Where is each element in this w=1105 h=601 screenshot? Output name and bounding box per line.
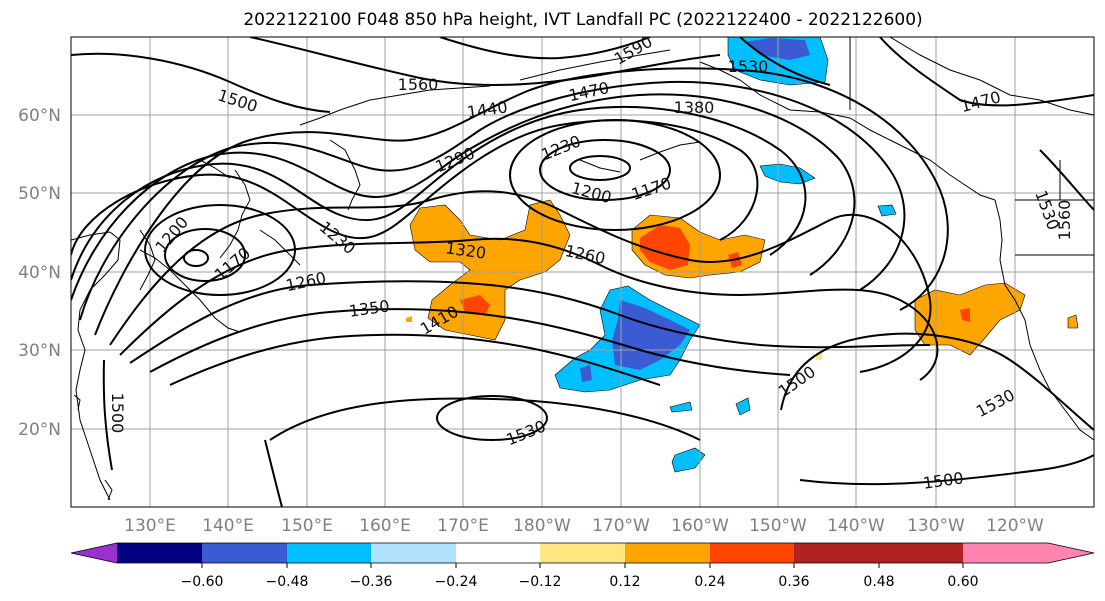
contour-label: 1380 — [674, 98, 715, 117]
lat-tick-label: 40°N — [18, 263, 61, 283]
colorbar-bin — [456, 543, 540, 563]
colorbar-tick-label: 0.60 — [947, 574, 978, 590]
colorbar-bin — [287, 543, 371, 563]
contour-label: 1560 — [1055, 200, 1074, 241]
lon-tick-label: 170°E — [437, 516, 489, 536]
height-contours — [71, 37, 1094, 507]
colorbar-bin — [794, 543, 879, 563]
colorbar-tick-label: −0.24 — [435, 574, 478, 590]
colorbar-bin — [117, 543, 202, 563]
lon-tick-label: 130°E — [124, 516, 176, 536]
colorbar-tick-label: −0.60 — [181, 574, 224, 590]
figure-title: 2022122100 F048 850 hPa height, IVT Land… — [243, 10, 922, 30]
colorbar: −0.60 −0.48 −0.36 −0.24 −0.12 0.12 0.24 … — [70, 542, 1095, 590]
colorbar-bin — [710, 543, 794, 563]
colorbar-tick-label: 0.36 — [778, 574, 809, 590]
colorbar-tick-label: 0.48 — [863, 574, 894, 590]
colorbar-extend-high — [963, 543, 1094, 563]
contour-label: 1500 — [108, 393, 127, 434]
map-area: 1590 1530 1560 1470 1500 1440 1380 1470 … — [71, 37, 1094, 507]
colorbar-bin — [879, 543, 963, 563]
lat-tick-label: 30°N — [18, 341, 61, 361]
colorbar-bin — [540, 543, 625, 563]
lat-tick-label: 20°N — [18, 420, 61, 440]
lon-tick-label: 170°W — [592, 516, 650, 536]
colorbar-tick-label: 0.24 — [694, 574, 725, 590]
longitude-labels: 130°E 140°E 150°E 160°E 170°E 180°W 170°… — [124, 516, 1044, 536]
contour-label: 1560 — [398, 75, 439, 94]
lon-tick-label: 160°W — [671, 516, 729, 536]
colorbar-bin — [202, 543, 287, 563]
lon-tick-label: 150°E — [281, 516, 333, 536]
lon-tick-label: 140°W — [827, 516, 885, 536]
colorbar-tick-label: 0.12 — [609, 574, 640, 590]
lon-tick-label: 160°E — [359, 516, 411, 536]
lat-tick-label: 60°N — [18, 106, 61, 126]
colorbar-bin — [371, 543, 456, 563]
lon-tick-label: 140°E — [202, 516, 254, 536]
colorbar-extend-low — [71, 543, 117, 563]
lat-tick-label: 50°N — [18, 184, 61, 204]
graticule — [71, 37, 1094, 507]
lon-tick-label: 150°W — [749, 516, 807, 536]
colorbar-tick-label: −0.36 — [350, 574, 393, 590]
colorbar-bin — [625, 543, 710, 563]
contour-label: 1530 — [728, 57, 769, 76]
lon-tick-label: 130°W — [907, 516, 965, 536]
coastlines — [71, 37, 1094, 501]
colorbar-tick-label: −0.12 — [519, 574, 562, 590]
map-frame — [70, 36, 1095, 508]
colorbar-tick-label: −0.48 — [266, 574, 309, 590]
latitude-labels: 60°N 50°N 40°N 30°N 20°N — [18, 106, 61, 440]
lon-tick-label: 180°W — [513, 516, 571, 536]
lon-tick-label: 120°W — [986, 516, 1044, 536]
